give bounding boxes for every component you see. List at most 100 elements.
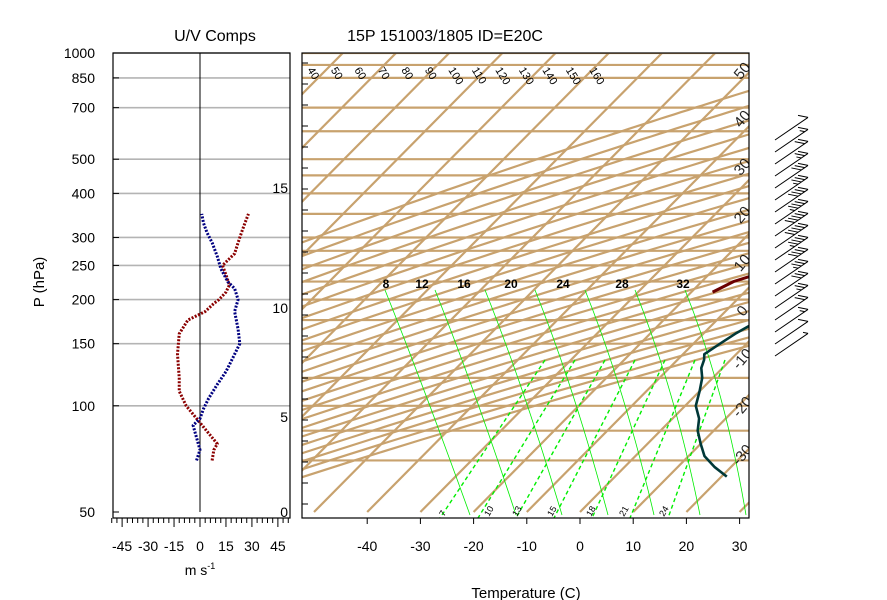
wind-barb — [774, 126, 809, 153]
pressure-axis-label: P (hPa) — [31, 257, 48, 308]
pressure-tick-label: 500 — [72, 151, 96, 167]
isotherm-line — [793, 53, 887, 512]
mixing-ratio-line — [434, 289, 517, 516]
velocity-axis-label: m s-1 — [185, 561, 216, 578]
mixing-ratio-labels: 8 12 16 20 24 28 32 — [383, 277, 690, 291]
wind-barb — [774, 222, 809, 249]
mixing-ratio-label: 28 — [615, 277, 629, 291]
pressure-tick-labels: 50 100 150 200 250 300 400 500 700 850 1000 — [64, 45, 119, 520]
wind-barb — [774, 114, 809, 141]
pressure-tick-label: 300 — [72, 229, 96, 245]
pressure-tick-label: 700 — [72, 100, 96, 116]
temperature-tick-label: 20 — [679, 538, 695, 554]
v-component-series — [191, 213, 242, 461]
mixing-ratio-label: 20 — [504, 277, 518, 291]
wind-barb — [774, 234, 809, 261]
pressure-tick-label: 250 — [72, 257, 96, 273]
uv-pressure-gridlines — [113, 52, 290, 407]
right-edge-label: 50 — [731, 59, 755, 83]
dry-adiabat — [302, 252, 749, 393]
isotherm-line — [472, 232, 749, 513]
top-isotherm-label: 90 — [422, 65, 439, 82]
dry-adiabat — [302, 104, 749, 258]
moist-dashed-line — [591, 359, 666, 518]
moist-dashed-line — [629, 359, 696, 518]
isotherm-line — [738, 500, 749, 513]
pressure-tick-label: 50 — [79, 504, 95, 520]
top-isotherm-label: 120 — [492, 65, 512, 87]
wind-barb — [774, 282, 809, 309]
wind-barb — [774, 174, 809, 201]
temperature-tick-labels: -40 -30 -20 -10 0 10 20 30 — [357, 518, 748, 554]
dry-adiabat — [302, 172, 749, 320]
velocity-tick-label: -30 — [138, 538, 158, 554]
dry-adiabat — [302, 89, 749, 244]
right-edge-label: 40 — [731, 107, 755, 131]
lower-dashed-labels: 7 10 13 15 18 21 24 — [437, 504, 671, 518]
wind-barb — [774, 318, 809, 345]
skewt-title: 15P 151003/1805 ID=E20C — [347, 28, 543, 45]
lower-dashed-label: 15 — [545, 504, 559, 518]
moist-dashed-line — [439, 359, 546, 518]
right-edge-label: 10 — [731, 251, 755, 275]
top-isotherm-label: 50 — [328, 65, 345, 82]
pressure-tick-label: 400 — [72, 185, 96, 201]
v-component-line — [191, 213, 242, 461]
isotherm-line — [846, 53, 887, 512]
dry-adiabat — [302, 119, 749, 271]
lower-dashed-label: 24 — [657, 504, 671, 518]
dry-adiabat — [302, 230, 749, 373]
temperature-tick-label: 10 — [625, 538, 641, 554]
top-isotherm-label: 160 — [586, 65, 606, 87]
uv-comps-title: U/V Comps — [174, 28, 256, 45]
wind-barb — [774, 258, 809, 285]
lower-dashed-label: 13 — [510, 504, 524, 518]
pressure-tick-label: 100 — [72, 398, 96, 414]
top-isotherm-label: 70 — [375, 65, 392, 82]
wind-barb — [774, 186, 809, 213]
mixing-ratio-lines — [384, 289, 747, 518]
wind-barb — [774, 198, 809, 225]
velocity-tick-label: 0 — [196, 538, 204, 554]
right-edge-label: 20 — [731, 203, 755, 227]
temperature-tick-label: -20 — [463, 538, 483, 554]
moist-dashed-line — [477, 359, 576, 518]
height-tick-labels: 0 5 10 15 — [272, 62, 308, 520]
skewt-axes-frame — [301, 52, 750, 519]
temperature-tick-label: -30 — [410, 538, 430, 554]
temperature-profile — [694, 324, 749, 478]
wind-barb — [774, 270, 809, 297]
wind-barb — [774, 210, 809, 237]
top-isotherm-labels: 40 50 60 70 80 90 100 110 120 130 140 150 160 — [304, 65, 606, 87]
moist-dashed-line — [515, 359, 606, 518]
isotherm-line — [0, 53, 130, 512]
top-isotherm-label: 140 — [539, 65, 559, 87]
mixing-ratio-label: 12 — [415, 277, 429, 291]
mixing-ratio-line — [534, 289, 609, 516]
mixing-ratio-label: 16 — [457, 277, 471, 291]
pressure-tick-label: 200 — [72, 292, 96, 308]
velocity-tick-label: -15 — [164, 538, 184, 554]
top-isotherm-label: 60 — [351, 65, 368, 82]
uv-axes-frame — [112, 52, 291, 519]
wind-barb — [774, 306, 809, 333]
isotherm-line — [302, 53, 663, 419]
height-tick-label: 0 — [280, 504, 288, 520]
mixing-ratio-line — [584, 289, 655, 516]
isotherm-line — [302, 53, 504, 257]
mixing-ratio-label: 24 — [556, 277, 570, 291]
isotherm-line — [302, 53, 450, 204]
dry-adiabat — [302, 309, 749, 447]
isotherm-line — [632, 393, 749, 513]
wind-barb — [774, 150, 809, 177]
wind-barb — [774, 246, 809, 273]
right-edge-label: 30 — [731, 155, 755, 179]
lower-dashed-label: 10 — [482, 504, 496, 518]
dry-adiabat — [302, 336, 749, 471]
mixing-ratio-label: 32 — [676, 277, 690, 291]
height-tick-label: 10 — [272, 300, 288, 316]
dry-adiabat — [302, 146, 749, 296]
temperature-tick-label: 30 — [732, 538, 748, 554]
dry-adiabat — [302, 133, 749, 284]
